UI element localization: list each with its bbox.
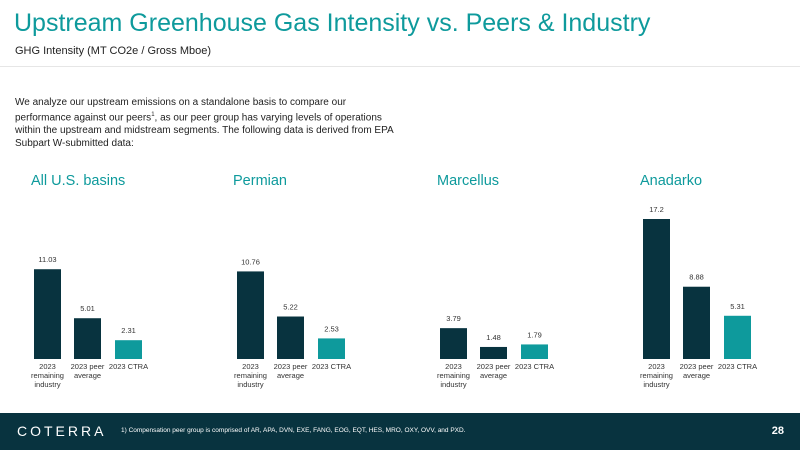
chart-title-marcellus: Marcellus (437, 173, 500, 189)
category-label: 2023 peer average (477, 362, 511, 380)
page-subtitle: GHG Intensity (MT CO2e / Gross Mboe) (15, 45, 212, 57)
chart-panel-3: 17.2 2023 remaining industry 8.88 2023 peer av… (640, 205, 757, 389)
intro-paragraph: We analyze our upstream emissions on a s… (15, 97, 395, 150)
chart-panel-0: 11.03 2023 remaining industry 5.01 2023 peer a… (31, 255, 148, 389)
chart-panel-2: 3.79 2023 remaining industry 1.48 2023 peer av… (437, 314, 554, 389)
category-label: 2023 CTRA (718, 362, 757, 371)
footnote-marker: 1 (151, 112, 155, 119)
bar-ctra (318, 338, 345, 359)
bar-peer-average (683, 286, 710, 359)
value-label: 10.76 (241, 257, 260, 266)
value-label: 5.31 (730, 302, 745, 311)
category-label: 2023 peer average (680, 362, 714, 380)
value-label: 5.01 (80, 304, 95, 313)
bar-remaining-industry (34, 269, 61, 359)
bar-ctra (521, 344, 548, 359)
bar-remaining-industry (643, 219, 670, 359)
category-label: 2023 remaining industry (31, 362, 64, 389)
header-divider (0, 66, 800, 67)
bar-remaining-industry (440, 328, 467, 359)
category-label: 2023 peer average (71, 362, 105, 380)
value-label: 3.79 (446, 314, 461, 323)
bar-peer-average (480, 346, 507, 359)
value-label: 17.2 (649, 205, 664, 214)
bar-ctra (724, 315, 751, 359)
bar-remaining-industry (237, 271, 264, 359)
category-label: 2023 remaining industry (640, 362, 673, 389)
chart-title-anadarko: Anadarko (640, 173, 703, 189)
page-number: 28 (771, 425, 784, 437)
ghg-bar-charts: 11.03 2023 remaining industry 5.01 2023 peer a… (31, 205, 757, 389)
bar-peer-average (74, 318, 101, 359)
chart-title-permian: Permian (233, 173, 287, 189)
intro-text-1: We analyze our upstream emissions on a s… (15, 97, 347, 124)
value-label: 11.03 (38, 255, 56, 264)
footer-bar: COTERRA 1) Compensation peer group is co… (0, 413, 800, 450)
coterra-logo: COTERRA (17, 423, 107, 439)
bar-ctra (115, 340, 142, 359)
category-label: 2023 CTRA (109, 362, 148, 371)
chart-panel-1: 10.76 2023 remaining industry 5.22 2023 peer a… (234, 257, 351, 389)
category-label: 2023 peer average (274, 362, 308, 380)
category-label: 2023 remaining industry (234, 362, 267, 389)
value-label: 8.88 (689, 273, 704, 282)
value-label: 2.53 (324, 324, 339, 333)
value-label: 2.31 (121, 326, 136, 335)
category-label: 2023 CTRA (312, 362, 351, 371)
footnote: 1) Compensation peer group is comprised … (121, 427, 466, 434)
page-title: Upstream Greenhouse Gas Intensity vs. Pe… (14, 9, 651, 37)
value-label: 5.22 (283, 303, 298, 312)
value-label: 1.48 (486, 333, 501, 342)
category-label: 2023 remaining industry (437, 362, 470, 389)
intro-text-2: , as our peer group has varying levels o… (15, 112, 394, 149)
category-label: 2023 CTRA (515, 362, 554, 371)
value-label: 1.79 (527, 330, 542, 339)
bar-peer-average (277, 316, 304, 359)
chart-title-all-basins: All U.S. basins (31, 173, 126, 189)
